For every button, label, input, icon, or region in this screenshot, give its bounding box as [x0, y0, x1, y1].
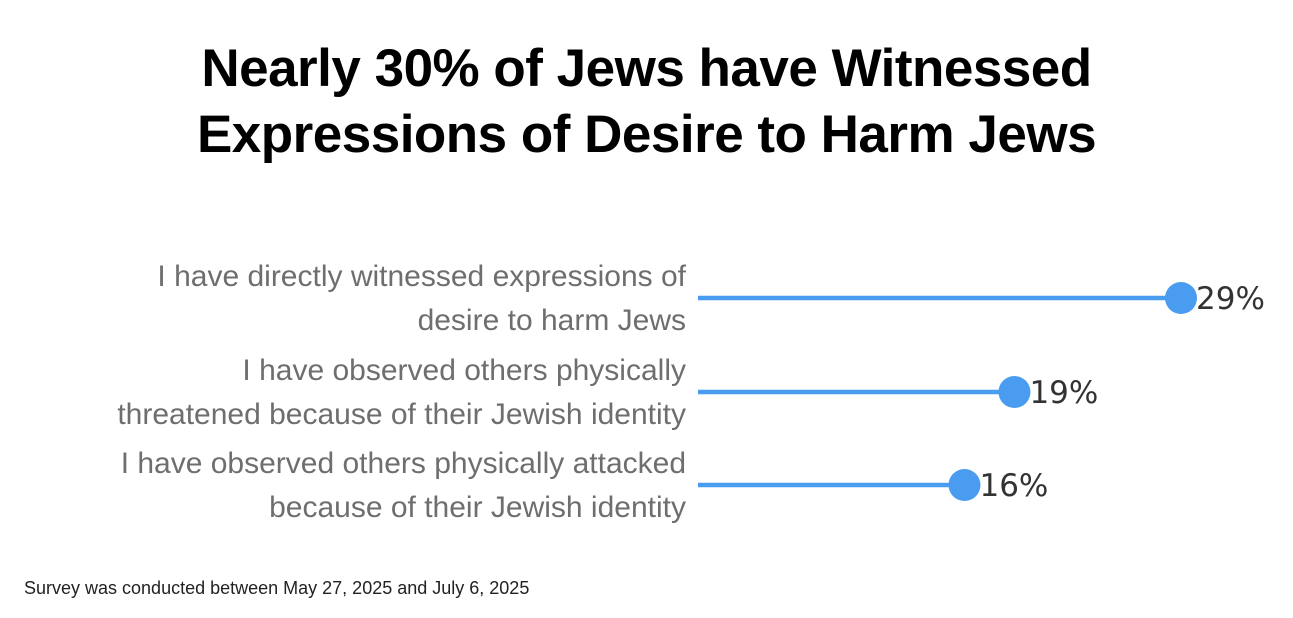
lollipop-dot-2: [998, 376, 1031, 408]
category-label-2-line-2: threatened because of their Jewish ident…: [117, 398, 686, 431]
category-label-1-line-2: desire to harm Jews: [418, 304, 686, 337]
lollipop-dot-1: [1165, 282, 1197, 314]
chart-title-line-2: Expressions of Desire to Harm Jews: [196, 105, 1097, 164]
lollipop-dot-3: [948, 469, 981, 501]
category-label-2-line-1: I have observed others physically: [242, 354, 686, 387]
chart-title-line-1: Nearly 30% of Jews have Witnessed: [201, 39, 1092, 98]
chart-title: Nearly 30% of Jews have Witnessed Expres…: [0, 36, 1293, 168]
value-label-1: 29%: [1196, 281, 1265, 317]
category-label-3-line-2: because of their Jewish identity: [269, 491, 686, 524]
category-label-3-line-1: I have observed others physically attack…: [121, 447, 686, 480]
value-label-3: 16%: [979, 468, 1048, 504]
category-label-1-line-1: I have directly witnessed expressions of: [157, 260, 686, 293]
value-label-2: 19%: [1029, 375, 1098, 411]
survey-footnote: Survey was conducted between May 27, 202…: [24, 578, 530, 598]
lollipop-chart: I have directly witnessed expressions of…: [117, 260, 1265, 524]
